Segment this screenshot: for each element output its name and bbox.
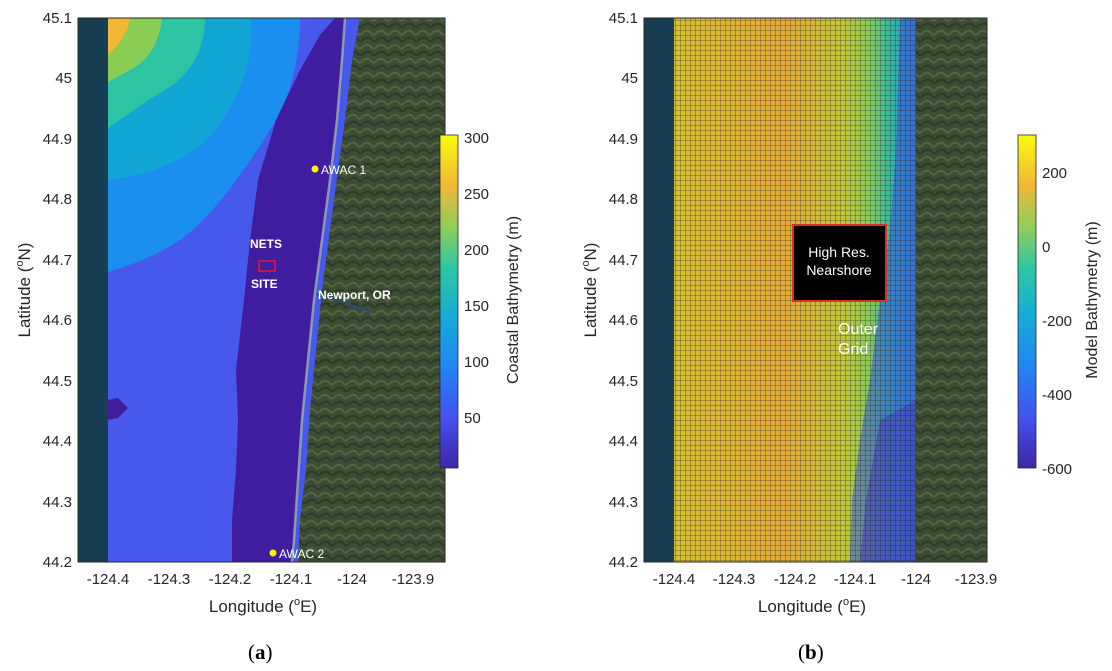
shallow-patch [108, 398, 128, 420]
panel-b-xlabel: Longitude (oE) [758, 596, 866, 616]
panel-a-x-ticks: -124.4 -124.3 -124.2 -124.1 -124 -123.9 [87, 571, 435, 588]
y-tick: 44.5 [43, 373, 72, 390]
high-res-nearshore-box [792, 224, 887, 302]
nets-site-box [258, 260, 276, 272]
colorbar-tick: 150 [464, 298, 489, 315]
site-label: SITE [251, 277, 278, 291]
y-tick: 44.7 [43, 252, 72, 269]
panel-a-colorbar-ticks: 300 250 200 150 100 50 [464, 130, 489, 427]
y-tick: 45 [55, 70, 72, 87]
x-tick: -124.2 [774, 571, 817, 588]
colorbar-tick: -600 [1042, 461, 1072, 478]
panel-b-colorbar-label: Model Bathymetry (m) [1084, 221, 1101, 378]
y-tick: 44.3 [43, 494, 72, 511]
panel-a-colorbar-label: Coastal Bathymetry (m) [505, 216, 522, 384]
x-tick: -124.1 [270, 571, 313, 588]
colorbar-tick: 300 [464, 130, 489, 147]
y-tick: 44.6 [609, 312, 638, 329]
colorbar-tick: 250 [464, 186, 489, 203]
awac1-marker [311, 165, 319, 173]
colorbar-tick: 200 [464, 242, 489, 259]
y-tick: 45.1 [43, 10, 72, 27]
caption-a: (a) [248, 640, 273, 665]
box-label-line2: Nearshore [806, 262, 872, 278]
box-label-line1: High Res. [808, 244, 869, 260]
nets-label: NETS [250, 237, 282, 251]
colorbar-tick: 200 [1042, 165, 1067, 182]
caption-paren: ( [798, 640, 805, 664]
newport-label: Newport, OR [318, 288, 391, 302]
caption-paren: ) [265, 640, 273, 664]
y-tick: 44.3 [609, 494, 638, 511]
caption-letter: a [255, 640, 266, 664]
offshore-strip [644, 18, 674, 562]
x-tick: -124.4 [653, 571, 696, 588]
x-tick: -124.3 [713, 571, 756, 588]
x-tick: -124 [901, 571, 931, 588]
nearshore-band [232, 18, 345, 562]
panel-a-colorbar [439, 134, 459, 469]
panel-b-map [644, 18, 987, 562]
colorbar-tick: 50 [464, 410, 481, 427]
panel-a-xlabel: Longitude (oE) [209, 596, 317, 616]
y-tick: 44.4 [609, 433, 638, 450]
y-tick: 44.6 [43, 312, 72, 329]
x-tick: -124 [337, 571, 367, 588]
y-tick: 44.9 [43, 131, 72, 148]
y-tick: 44.4 [43, 433, 72, 450]
colorbar-tick: -400 [1042, 387, 1072, 404]
x-tick: -124.1 [834, 571, 877, 588]
panel-b-y-ticks: 45.1 45 44.9 44.8 44.7 44.6 44.5 44.4 44… [609, 10, 638, 571]
panel-b-axes-box [643, 17, 988, 563]
caption-paren: ( [248, 640, 255, 664]
yaquina-river [316, 292, 373, 314]
offshore-strip [78, 18, 108, 562]
panel-b-x-ticks: -124.4 -124.3 -124.2 -124.1 -124 -123.9 [653, 571, 998, 588]
x-tick: -124.4 [87, 571, 130, 588]
y-tick: 44.2 [609, 554, 638, 571]
panel-a-ylabel: Latitude (oN) [14, 243, 34, 338]
awac1-label: AWAC 1 [321, 163, 366, 177]
x-tick: -123.9 [392, 571, 435, 588]
y-tick: 44.9 [609, 131, 638, 148]
panel-b-colorbar-ticks: 200 0 -200 -400 -600 [1042, 165, 1072, 478]
x-tick: -124.2 [209, 571, 252, 588]
colorbar-tick: 100 [464, 354, 489, 371]
y-tick: 44.2 [43, 554, 72, 571]
panel-a-map [78, 18, 445, 562]
y-tick: 44.8 [43, 191, 72, 208]
x-tick: -123.9 [955, 571, 998, 588]
panel-a-y-ticks: 45.1 45 44.9 44.8 44.7 44.6 44.5 44.4 44… [43, 10, 72, 571]
coastline [290, 18, 347, 562]
y-tick: 44.5 [609, 373, 638, 390]
y-tick: 45.1 [609, 10, 638, 27]
panel-b-ylabel: Latitude (oN) [580, 243, 600, 338]
awac2-marker [269, 549, 277, 557]
caption-letter: b [805, 640, 817, 664]
caption-paren: ) [816, 640, 824, 664]
awac2-label: AWAC 2 [279, 547, 324, 561]
colorbar-tick: -200 [1042, 313, 1072, 330]
y-tick: 44.8 [609, 191, 638, 208]
caption-b: (b) [798, 640, 824, 665]
colorbar-tick: 0 [1042, 239, 1050, 256]
y-tick: 44.7 [609, 252, 638, 269]
contour-300m [108, 18, 130, 55]
panel-b-colorbar [1017, 134, 1037, 469]
outer-grid-line1: Outer [838, 321, 879, 338]
y-tick: 45 [621, 70, 638, 87]
x-tick: -124.3 [148, 571, 191, 588]
outer-grid-line2: Grid [838, 341, 868, 358]
